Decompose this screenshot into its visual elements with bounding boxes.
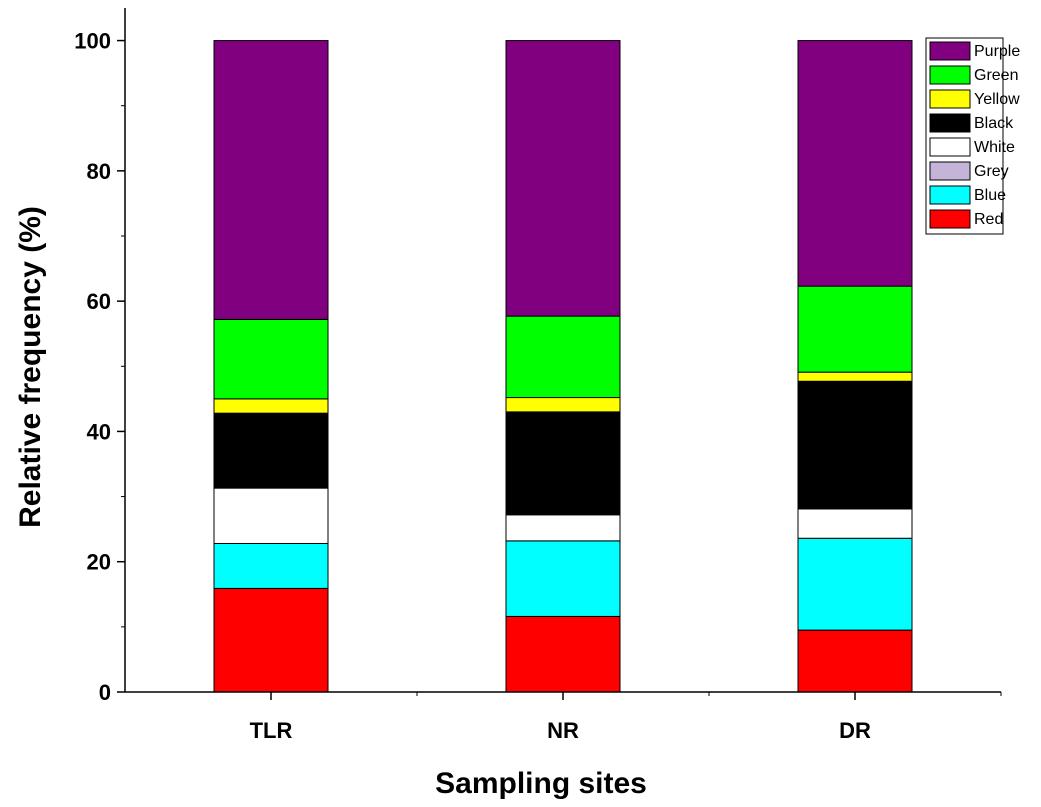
y-axis-title: Relative frequency (%) — [14, 206, 47, 528]
legend-swatch-purple — [929, 41, 971, 61]
y-tick-label: 60 — [87, 289, 111, 314]
y-tick-label: 0 — [99, 680, 111, 705]
legend-label-red: Red — [974, 211, 1003, 228]
legend-label-blue: Blue — [974, 187, 1006, 204]
bar-segment-tlr-blue — [213, 542, 329, 589]
bar-segment-dr-blue — [797, 537, 913, 631]
legend-label-yellow: Yellow — [974, 91, 1020, 108]
y-tick-label: 20 — [87, 550, 111, 575]
y-tick-label: 100 — [74, 29, 111, 54]
bar-segment-nr-black — [505, 411, 621, 516]
legend-label-green: Green — [974, 67, 1018, 84]
bar-segment-nr-red — [505, 615, 621, 693]
legend-swatch-green — [929, 65, 971, 85]
x-axis-title: Sampling sites — [435, 767, 647, 800]
bar-segment-tlr-green — [213, 318, 329, 400]
axes-group: 0 20 40 60 80 100 TLR NR DR — [74, 8, 1002, 743]
bar-segment-dr-yellow — [797, 371, 913, 382]
bar-segment-tlr-black — [213, 412, 329, 489]
x-tick-label-tlr: TLR — [250, 718, 293, 743]
legend-label-black: Black — [974, 115, 1014, 132]
bar-segment-nr-purple — [505, 40, 621, 317]
bar-segment-dr-black — [797, 380, 913, 510]
legend-swatch-red — [929, 209, 971, 229]
legend-swatch-grey — [929, 161, 971, 181]
legend-label-grey: Grey — [974, 163, 1009, 180]
bar-segment-dr-red — [797, 629, 913, 693]
bar-segment-tlr-red — [213, 587, 329, 693]
legend-swatch-blue — [929, 185, 971, 205]
bar-segment-dr-green — [797, 285, 913, 373]
bars-group — [213, 40, 913, 693]
legend-swatch-black — [929, 113, 971, 133]
bar-segment-nr-green — [505, 315, 621, 399]
legend-label-purple: Purple — [974, 43, 1020, 60]
legend-label-white: White — [974, 139, 1015, 156]
x-tick-label-nr: NR — [547, 718, 579, 743]
legend: Purple Green Yellow Black White Grey Blue Red — [925, 37, 1020, 235]
bar-segment-nr-white — [505, 514, 621, 542]
bar-segment-tlr-purple — [213, 40, 329, 320]
bar-segment-tlr-yellow — [213, 398, 329, 414]
y-tick-label: 40 — [87, 419, 111, 444]
bar-segment-tlr-white — [213, 487, 329, 544]
legend-swatch-yellow — [929, 89, 971, 109]
bar-segment-nr-blue — [505, 540, 621, 617]
bar-segment-dr-purple — [797, 40, 913, 287]
y-tick-label: 80 — [87, 159, 111, 184]
x-tick-label-dr: DR — [839, 718, 871, 743]
bar-segment-dr-white — [797, 508, 913, 539]
legend-swatch-white — [929, 137, 971, 157]
bar-segment-nr-yellow — [505, 397, 621, 413]
